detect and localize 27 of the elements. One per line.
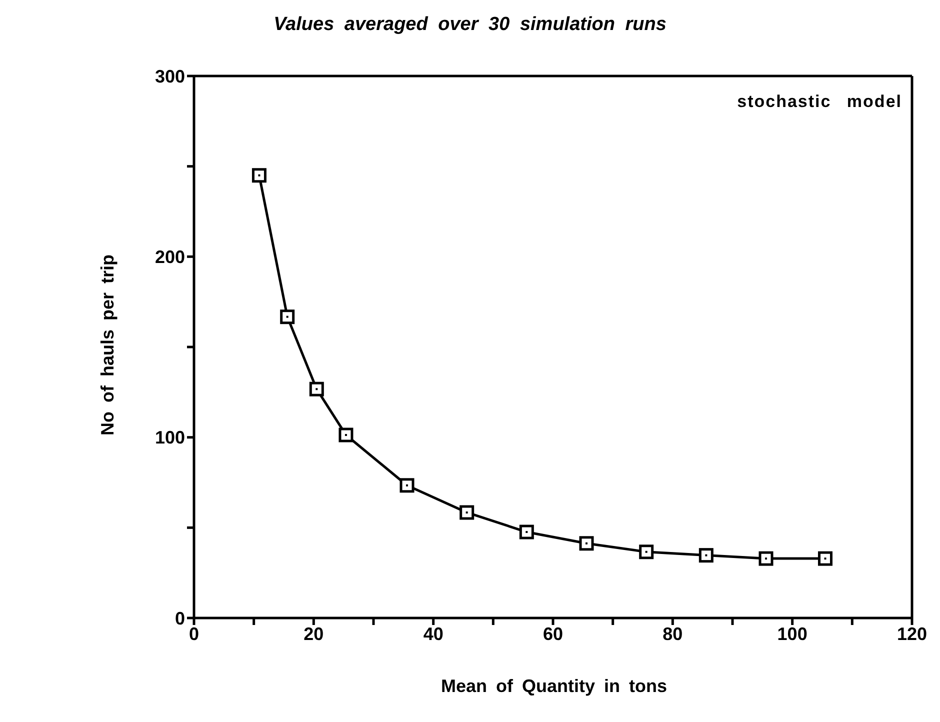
x-tick-label: 100 — [777, 624, 808, 644]
point — [639, 544, 654, 560]
y-tick-label: 100 — [154, 428, 185, 448]
point — [698, 548, 714, 563]
x-axis-title: Mean of Quantity in tons — [440, 676, 668, 697]
point — [280, 310, 295, 324]
point — [818, 551, 832, 566]
annotation: stochastic model — [737, 92, 902, 112]
y-axis-title: No of hauls per trip — [98, 254, 118, 436]
point — [758, 551, 774, 566]
y-tick-label: 300 — [154, 66, 185, 86]
x-tick-label: 60 — [542, 624, 564, 644]
point — [519, 524, 534, 540]
point — [252, 168, 266, 183]
x-tick-label: 20 — [304, 624, 324, 644]
y-tick-label: 0 — [174, 608, 185, 628]
x-tick-label: 120 — [896, 624, 928, 644]
point — [309, 382, 324, 396]
chart-title: Values averaged over 30 simulation runs — [272, 14, 668, 36]
point — [338, 428, 354, 442]
x-tick-label: 80 — [662, 624, 683, 644]
point — [460, 505, 474, 520]
point — [400, 478, 414, 493]
x-tick-label: 0 — [188, 624, 200, 644]
x-tick-label: 40 — [423, 624, 444, 644]
point — [579, 536, 594, 551]
y-tick-label: 200 — [154, 247, 185, 268]
